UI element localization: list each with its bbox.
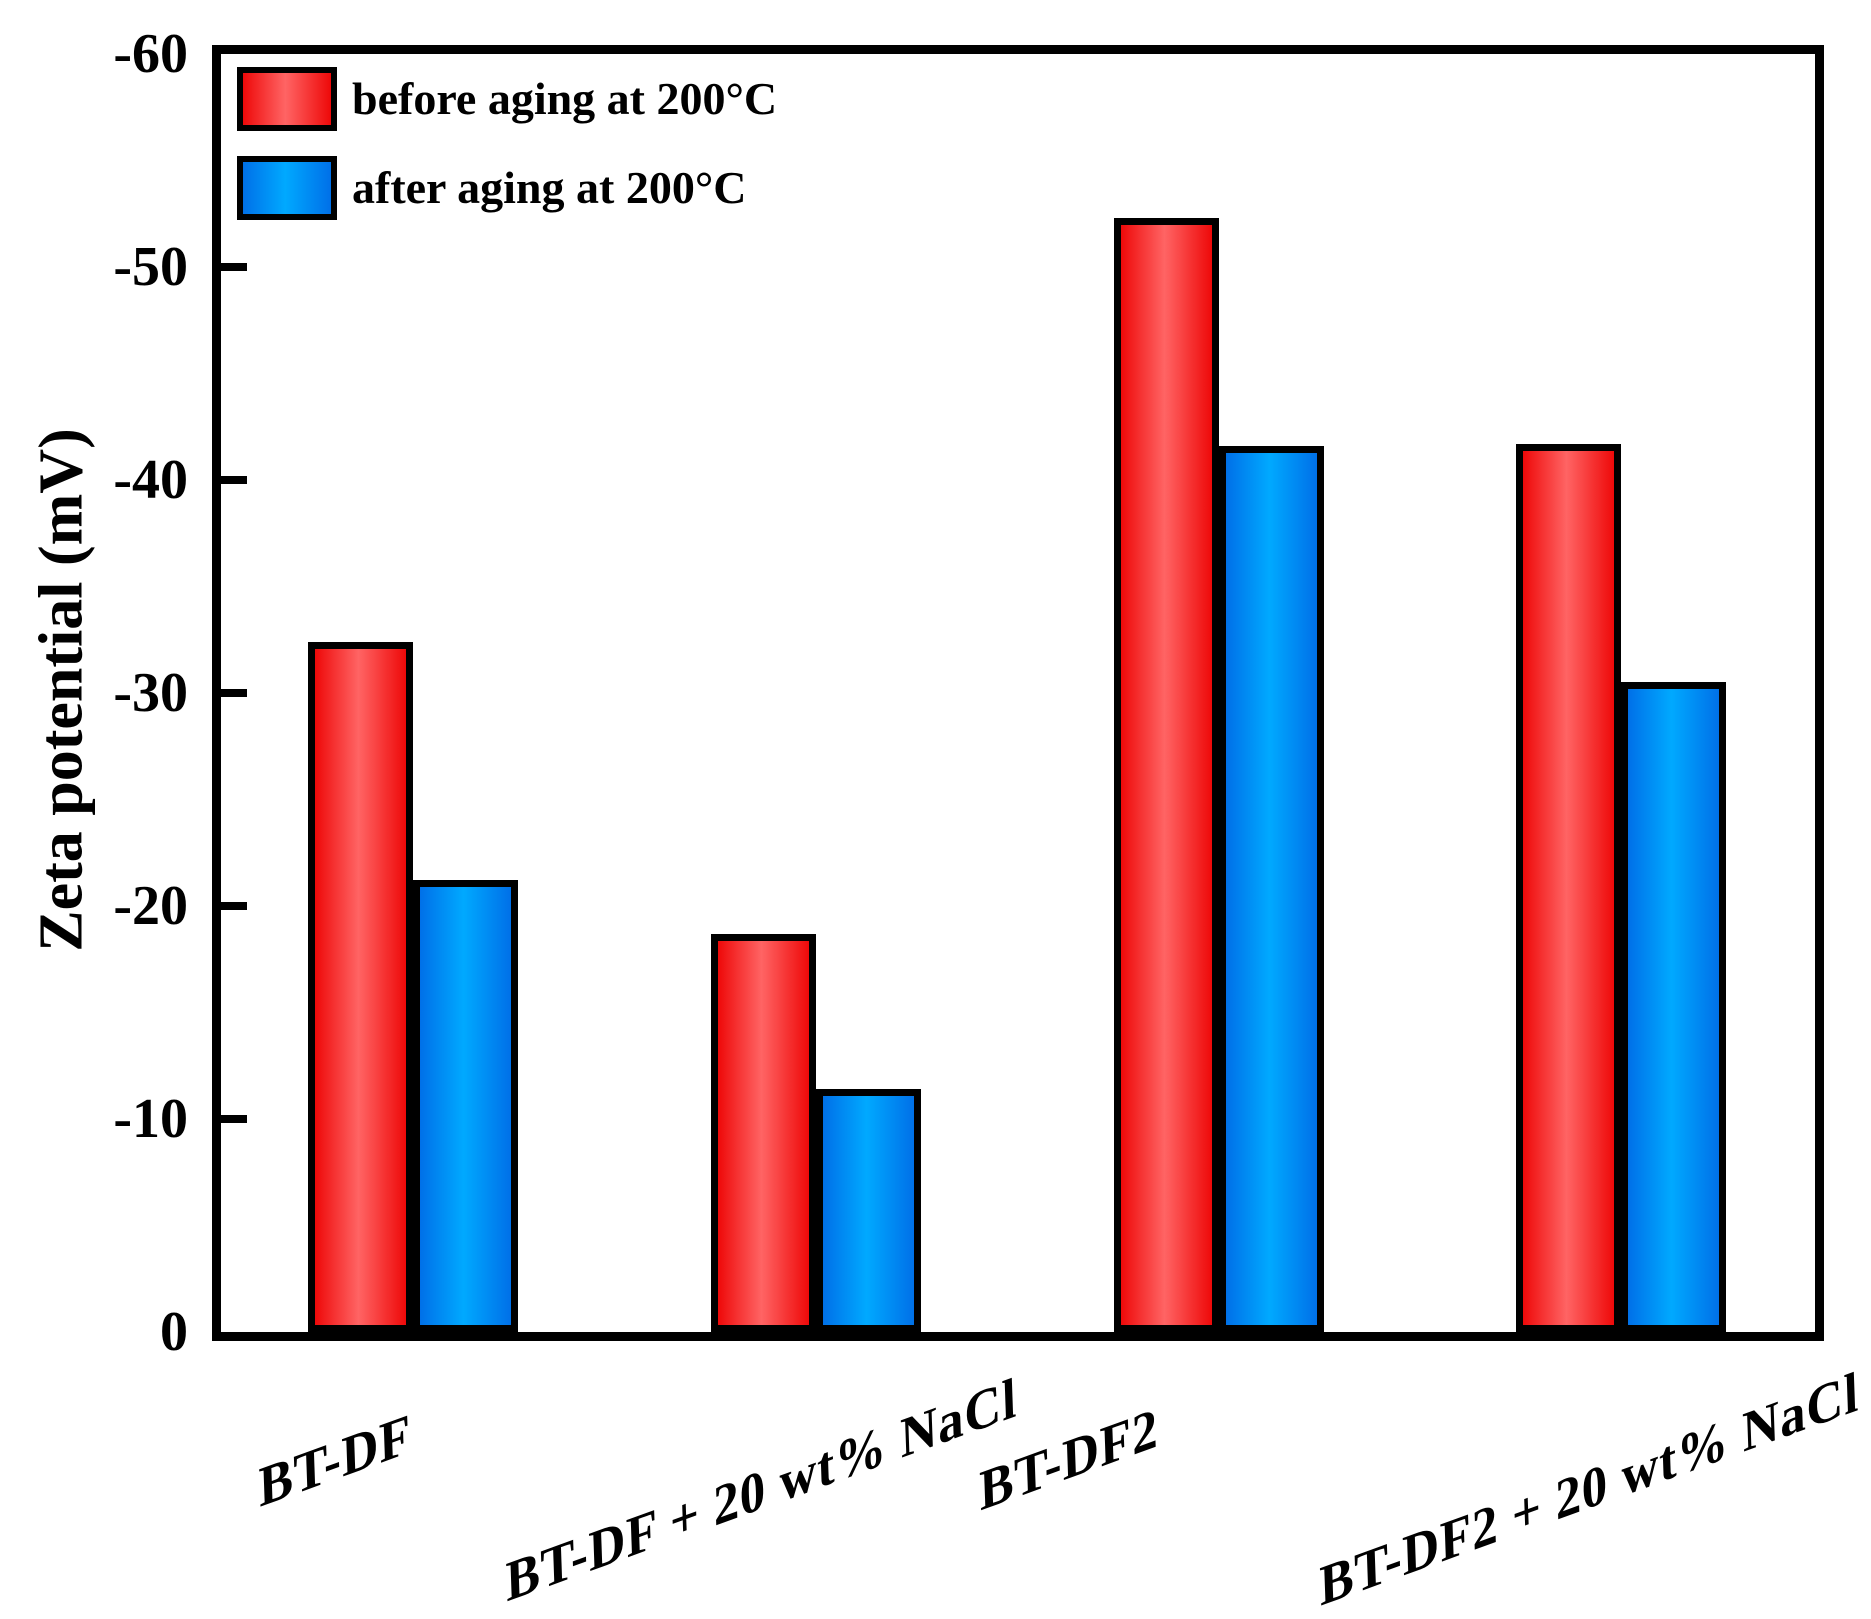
legend-label-after-aging: after aging at 200°C <box>352 162 747 213</box>
y-tick-label--40: -40 <box>113 449 188 511</box>
y-tick-label--10: -10 <box>113 1088 188 1150</box>
legend-label-before-aging: before aging at 200°C <box>352 73 778 124</box>
x-label-BT-DF2-20-wt-NaCl: BT-DF2 + 20 wt% NaCl <box>1318 1359 1861 1619</box>
bar-before-aging-BT-DF-20-wt-NaCl <box>711 934 816 1332</box>
y-tick--40 <box>221 476 247 484</box>
y-tick--20 <box>221 902 247 910</box>
legend-swatch-before-aging <box>237 67 337 131</box>
y-tick-label--30: -30 <box>113 662 188 724</box>
legend-swatch-after-aging <box>237 156 337 220</box>
zeta-potential-bar-chart: Zeta potential (mV) -60 -50 -40 -30 -20 -10 0 … <box>28 23 1861 1618</box>
y-tick--30 <box>221 689 247 697</box>
y-tick-label--50: -50 <box>113 236 188 298</box>
bar-after-aging-BT-DF2 <box>1219 446 1324 1332</box>
x-label-BT-DF: BT-DF <box>257 1401 413 1520</box>
bar-after-aging-BT-DF2-20-wt-NaCl <box>1621 682 1726 1332</box>
bar-before-aging-BT-DF2-20-wt-NaCl <box>1516 444 1621 1332</box>
bar-after-aging-BT-DF <box>413 880 518 1332</box>
bar-before-aging-BT-DF <box>308 642 413 1332</box>
plot-area <box>212 45 1824 1341</box>
y-tick-label--60: -60 <box>113 23 188 85</box>
x-label-BT-DF-20-wt-NaCl: BT-DF + 20 wt% NaCl <box>505 1365 1019 1615</box>
bar-before-aging-BT-DF2 <box>1114 218 1219 1332</box>
bar-after-aging-BT-DF-20-wt-NaCl <box>816 1089 921 1332</box>
y-tick--50 <box>221 263 247 271</box>
y-tick-label--20: -20 <box>113 875 188 937</box>
y-tick-label-0: 0 <box>160 1301 188 1363</box>
y-tick--10 <box>221 1115 247 1123</box>
